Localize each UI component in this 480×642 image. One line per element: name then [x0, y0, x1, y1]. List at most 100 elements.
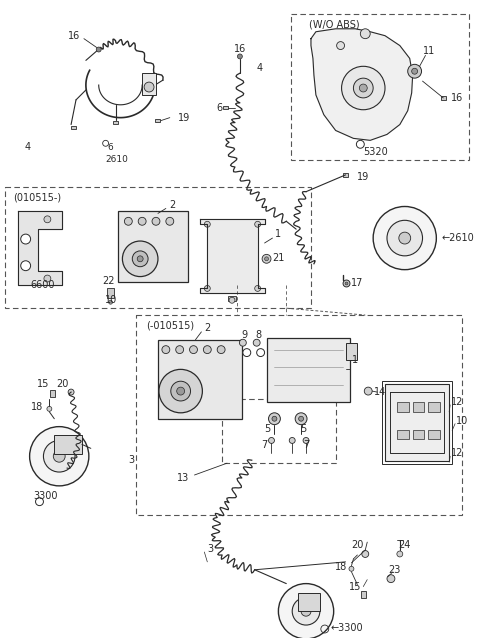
Circle shape — [272, 416, 277, 421]
Circle shape — [360, 84, 367, 92]
Text: 5: 5 — [264, 424, 271, 433]
Bar — [346, 343, 358, 361]
Text: 7: 7 — [303, 440, 309, 451]
Bar — [156, 119, 160, 123]
Text: 17: 17 — [351, 279, 363, 288]
Circle shape — [176, 345, 184, 354]
Circle shape — [342, 66, 385, 110]
Text: 12: 12 — [451, 397, 463, 407]
Circle shape — [387, 575, 395, 582]
Text: 2610: 2610 — [105, 155, 128, 164]
Bar — [343, 173, 348, 177]
Circle shape — [177, 387, 185, 395]
Text: 3300: 3300 — [33, 490, 58, 501]
Text: 9: 9 — [242, 330, 248, 340]
Circle shape — [132, 251, 148, 266]
Circle shape — [204, 286, 210, 291]
Text: 16: 16 — [68, 31, 80, 40]
Circle shape — [47, 406, 52, 412]
Text: 7: 7 — [262, 440, 268, 451]
Bar — [397, 429, 408, 440]
Circle shape — [253, 339, 260, 346]
Bar — [71, 126, 75, 129]
Text: 2: 2 — [169, 200, 176, 209]
Circle shape — [44, 216, 51, 223]
Circle shape — [21, 234, 31, 244]
Text: 24: 24 — [398, 540, 411, 550]
Circle shape — [295, 413, 307, 424]
Text: 2: 2 — [204, 323, 210, 333]
Bar — [441, 96, 446, 100]
Circle shape — [303, 437, 309, 444]
Bar — [397, 402, 408, 412]
Circle shape — [43, 440, 75, 472]
Circle shape — [349, 566, 354, 571]
Text: (010515-): (010515-) — [13, 193, 61, 203]
Polygon shape — [311, 29, 413, 141]
Circle shape — [68, 389, 74, 395]
Circle shape — [353, 78, 373, 98]
Text: 21: 21 — [272, 253, 285, 263]
Circle shape — [204, 221, 210, 227]
Bar — [382, 381, 452, 464]
Circle shape — [399, 232, 411, 244]
Text: 6600: 6600 — [30, 281, 55, 290]
Text: 4: 4 — [257, 64, 263, 73]
Circle shape — [268, 437, 275, 444]
Text: 15: 15 — [37, 379, 49, 389]
Circle shape — [162, 345, 170, 354]
Circle shape — [53, 450, 65, 462]
Circle shape — [138, 218, 146, 225]
Circle shape — [257, 349, 264, 356]
Circle shape — [204, 345, 211, 354]
Bar — [413, 429, 424, 440]
Circle shape — [122, 241, 158, 277]
Circle shape — [21, 261, 31, 271]
Circle shape — [238, 54, 242, 59]
Circle shape — [96, 47, 101, 52]
Text: 10: 10 — [106, 295, 118, 305]
Circle shape — [301, 606, 311, 616]
Circle shape — [166, 218, 174, 225]
Bar — [413, 402, 424, 412]
Polygon shape — [18, 211, 62, 286]
Text: 6: 6 — [108, 143, 113, 152]
Circle shape — [255, 286, 261, 291]
Circle shape — [412, 68, 418, 74]
Circle shape — [159, 369, 203, 413]
Bar — [228, 296, 236, 300]
Circle shape — [240, 339, 246, 346]
Circle shape — [44, 275, 51, 282]
Text: 12: 12 — [451, 448, 463, 458]
Bar — [298, 593, 320, 611]
Bar — [142, 73, 156, 95]
Text: 18: 18 — [335, 562, 347, 572]
Circle shape — [289, 437, 295, 444]
Text: 16: 16 — [451, 93, 463, 103]
Text: 14: 14 — [374, 387, 386, 397]
Text: 5: 5 — [300, 424, 306, 433]
Circle shape — [360, 29, 370, 39]
Circle shape — [217, 345, 225, 354]
Text: (-010515): (-010515) — [146, 321, 194, 331]
Circle shape — [373, 207, 436, 270]
Text: 5320: 5320 — [363, 147, 387, 157]
Circle shape — [278, 584, 334, 639]
Bar — [119, 211, 188, 282]
Bar — [223, 106, 228, 110]
Circle shape — [262, 254, 271, 263]
Text: ←3300: ←3300 — [331, 623, 363, 633]
Circle shape — [299, 416, 303, 421]
Text: 4: 4 — [24, 143, 31, 152]
Bar — [429, 402, 440, 412]
Circle shape — [343, 280, 350, 287]
Text: 18: 18 — [31, 402, 44, 412]
Text: (W/O ABS): (W/O ABS) — [309, 20, 360, 30]
Circle shape — [364, 387, 372, 395]
Text: 1: 1 — [276, 229, 281, 239]
Text: 3: 3 — [207, 544, 213, 554]
Bar — [113, 121, 118, 125]
Text: 19: 19 — [178, 112, 190, 123]
Circle shape — [336, 42, 345, 49]
Text: 15: 15 — [349, 582, 361, 591]
